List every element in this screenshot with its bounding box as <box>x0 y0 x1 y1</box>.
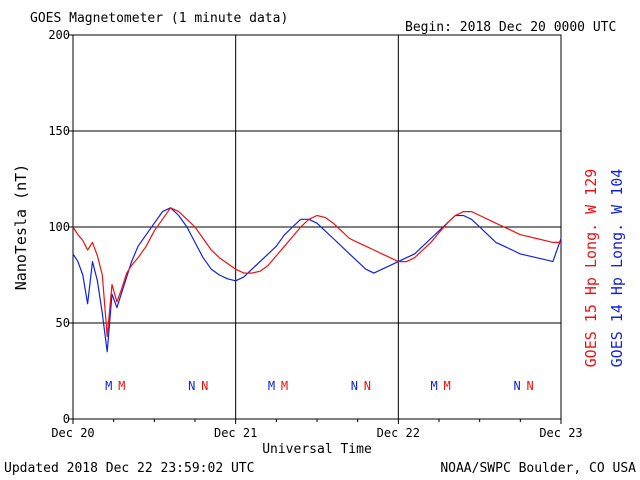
x-tick-label: Dec 23 <box>539 426 582 440</box>
x-tick-label: Dec 20 <box>51 426 94 440</box>
grid-layer <box>73 35 561 419</box>
credit-label: NOAA/SWPC Boulder, CO USA <box>440 461 636 476</box>
marker-m-goes15: M <box>118 379 125 393</box>
marker-m-goes15: M <box>444 379 451 393</box>
marker-n-goes15: N <box>201 379 208 393</box>
y-tick-label: 0 <box>63 412 70 426</box>
x-axis-label: Universal Time <box>262 442 372 457</box>
y-tick-label: 50 <box>56 316 70 330</box>
chart-title: GOES Magnetometer (1 minute data) <box>30 11 288 26</box>
y-tick-label: 100 <box>48 220 70 234</box>
updated-timestamp: Updated 2018 Dec 22 23:59:02 UTC <box>4 461 254 476</box>
marker-n-goes15: N <box>364 379 371 393</box>
marker-m-goes14: M <box>431 379 438 393</box>
series-layer <box>72 207 562 353</box>
x-tick-label: Dec 21 <box>214 426 257 440</box>
legend-goes14: GOES 14 Hp Long. W 104 <box>608 169 626 368</box>
marker-n-goes15: N <box>526 379 533 393</box>
y-tick-label: 200 <box>48 28 70 42</box>
marker-m-goes14: M <box>268 379 275 393</box>
marker-n-goes14: N <box>513 379 520 393</box>
marker-n-goes14: N <box>188 379 195 393</box>
marker-n-goes14: N <box>351 379 358 393</box>
begin-timestamp: Begin: 2018 Dec 20 0000 UTC <box>405 20 616 35</box>
marker-m-goes15: M <box>281 379 288 393</box>
legend-goes15: GOES 15 Hp Long. W 129 <box>582 169 600 368</box>
x-tick-label: Dec 22 <box>377 426 420 440</box>
y-tick-label: 150 <box>48 124 70 138</box>
series-line-goes15 <box>72 207 561 337</box>
marker-m-goes14: M <box>105 379 112 393</box>
y-axis-label: NanoTesla (nT) <box>12 164 30 290</box>
series-line-goes14 <box>72 207 562 353</box>
tick-layer: 0 50 100 150 200 Dec 20 Dec 21 Dec 22 Dec 23 <box>48 28 582 440</box>
